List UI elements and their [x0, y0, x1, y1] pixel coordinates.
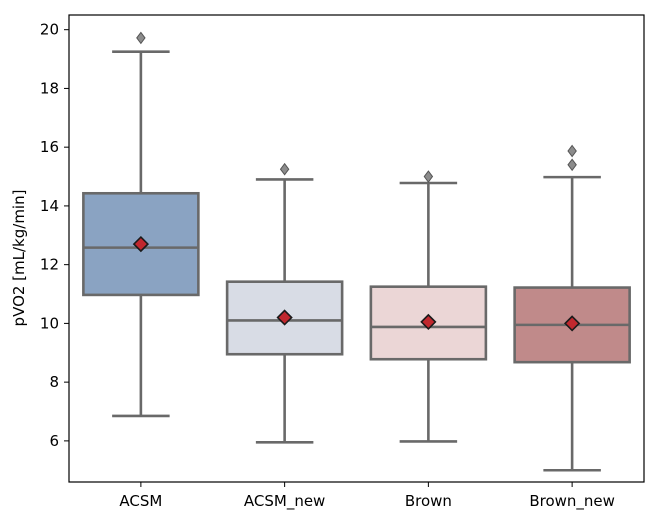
- y-tick-label-20: 20: [40, 21, 59, 39]
- outlier-marker-brown-new-0: [567, 158, 577, 172]
- outlier-marker-acsm-new-0: [279, 162, 290, 176]
- outlier-marker-brown-new-1: [567, 144, 577, 158]
- x-tick-label-acsm: ACSM: [119, 492, 162, 510]
- mean-marker-brown: [420, 313, 437, 331]
- mean-marker-acsm: [132, 235, 150, 253]
- box-acsm-new: [225, 280, 344, 356]
- y-axis-label: pVO2 [mL/kg/min]: [10, 190, 28, 327]
- x-tick-label-brown-new: Brown_new: [529, 492, 615, 511]
- y-tick-label-14: 14: [40, 197, 59, 215]
- mean-marker-brown-new: [563, 315, 581, 332]
- outlier-marker-acsm-0: [136, 31, 146, 45]
- y-tick-label-10: 10: [40, 314, 59, 332]
- y-tick-label-12: 12: [40, 256, 59, 274]
- y-tick-label-8: 8: [49, 373, 59, 391]
- mean-marker-acsm-new: [276, 309, 293, 326]
- plot-frame: [68, 14, 645, 483]
- y-tick-label-6: 6: [49, 432, 59, 450]
- plot-area: ACSM ACSM_new Brown Brown_new 6 8 10 12 14 16 18 20: [40, 14, 645, 511]
- y-tick-label-18: 18: [40, 79, 59, 97]
- y-tick-label-16: 16: [40, 138, 59, 156]
- x-tick-label-acsm-new: ACSM_new: [244, 492, 325, 511]
- outlier-marker-brown-0: [423, 170, 434, 183]
- x-tick-label-brown: Brown: [405, 492, 452, 510]
